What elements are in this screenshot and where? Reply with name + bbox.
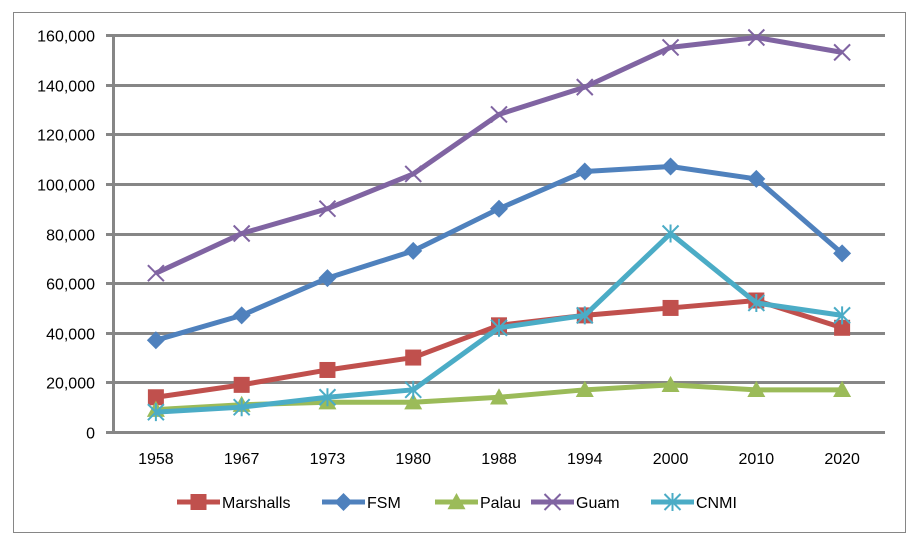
legend-marker-palau <box>447 493 466 510</box>
data-point-cnmi <box>404 380 422 399</box>
data-point-fsm <box>575 162 594 181</box>
data-point-cnmi <box>147 403 165 422</box>
data-point-guam <box>661 38 680 57</box>
legend-item-guam: Guam <box>531 493 620 512</box>
x-tick-label: 1988 <box>481 451 517 468</box>
data-point-fsm <box>232 306 251 325</box>
y-tick-label: 20,000 <box>46 376 95 393</box>
gridlines <box>106 34 885 434</box>
data-point-guam <box>404 165 422 183</box>
y-tick-label: 100,000 <box>37 178 95 195</box>
legend-label-guam: Guam <box>576 495 620 512</box>
data-point-palau <box>575 380 594 398</box>
data-point-fsm <box>318 269 337 288</box>
data-point-marshalls <box>233 376 250 393</box>
legend-label-cnmi: CNMI <box>696 495 737 512</box>
series-cnmi <box>147 224 851 422</box>
legend-marker-fsm <box>334 493 353 511</box>
data-point-cnmi <box>576 306 594 325</box>
data-point-guam <box>318 199 337 218</box>
x-tick-label: 2020 <box>824 451 860 468</box>
data-point-fsm <box>146 331 165 350</box>
data-point-cnmi <box>747 293 766 312</box>
data-point-guam <box>576 78 594 96</box>
data-point-guam <box>747 28 766 47</box>
data-point-fsm <box>490 199 508 218</box>
data-point-marshalls <box>405 349 422 366</box>
y-tick-label: 120,000 <box>37 128 95 145</box>
legend-marker-marshalls <box>190 494 207 510</box>
legend-label-palau: Palau <box>480 495 521 512</box>
data-point-fsm <box>661 157 680 176</box>
x-tick-label: 1994 <box>567 451 603 468</box>
series <box>146 28 852 422</box>
legend-item-marshalls: Marshalls <box>177 494 290 512</box>
data-point-fsm <box>833 244 852 263</box>
data-point-cnmi <box>490 318 508 337</box>
data-point-marshalls <box>147 389 164 406</box>
series-fsm <box>146 157 852 350</box>
data-point-marshalls <box>319 361 336 378</box>
data-point-cnmi <box>318 388 337 407</box>
y-tick-label: 160,000 <box>37 29 95 46</box>
x-tick-label: 1973 <box>310 451 346 468</box>
data-point-guam <box>232 224 251 243</box>
y-tick-label: 40,000 <box>46 327 95 344</box>
x-axis-tick-labels: 1958 1967 1973 1980 1988 1994 2000 2010 2020 <box>138 451 860 468</box>
x-tick-label: 2000 <box>653 451 689 468</box>
data-point-fsm <box>404 241 423 260</box>
y-tick-label: 140,000 <box>37 79 95 96</box>
series-guam <box>147 28 851 282</box>
legend: Marshalls FSM Palau Guam CNMI <box>177 493 737 512</box>
data-point-marshalls <box>662 299 679 316</box>
data-point-cnmi <box>833 306 851 325</box>
data-point-fsm <box>747 169 766 188</box>
data-point-palau <box>661 375 680 393</box>
x-tick-label: 1980 <box>395 451 431 468</box>
y-axis-tick-labels: 0 20,000 40,000 60,000 80,000 100,000 120,000 1… <box>37 29 95 443</box>
y-tick-label: 60,000 <box>46 277 95 294</box>
y-tick-label: 80,000 <box>46 228 95 245</box>
data-point-guam <box>490 105 508 124</box>
x-tick-label: 1958 <box>138 451 174 468</box>
data-point-palau <box>490 388 508 405</box>
series-line-fsm <box>155 164 844 343</box>
x-tick-label: 1967 <box>224 451 260 468</box>
series-line-guam <box>154 34 843 276</box>
data-point-palau <box>747 380 766 398</box>
data-point-cnmi <box>232 398 251 417</box>
data-point-marshalls <box>834 319 851 336</box>
legend-item-cnmi: CNMI <box>651 493 737 512</box>
legend-item-palau: Palau <box>435 493 521 512</box>
legend-label-fsm: FSM <box>367 495 401 512</box>
y-tick-label: 0 <box>86 426 95 443</box>
legend-marker-guam <box>543 493 562 511</box>
legend-marker-cnmi <box>663 493 682 511</box>
legend-label-marshalls: Marshalls <box>222 495 290 512</box>
data-point-palau <box>833 380 852 398</box>
x-tick-label: 2010 <box>739 451 775 468</box>
data-point-guam <box>147 264 165 282</box>
legend-item-fsm: FSM <box>322 493 401 512</box>
data-point-palau <box>404 393 423 410</box>
data-point-guam <box>833 43 851 62</box>
data-point-cnmi <box>661 224 680 243</box>
